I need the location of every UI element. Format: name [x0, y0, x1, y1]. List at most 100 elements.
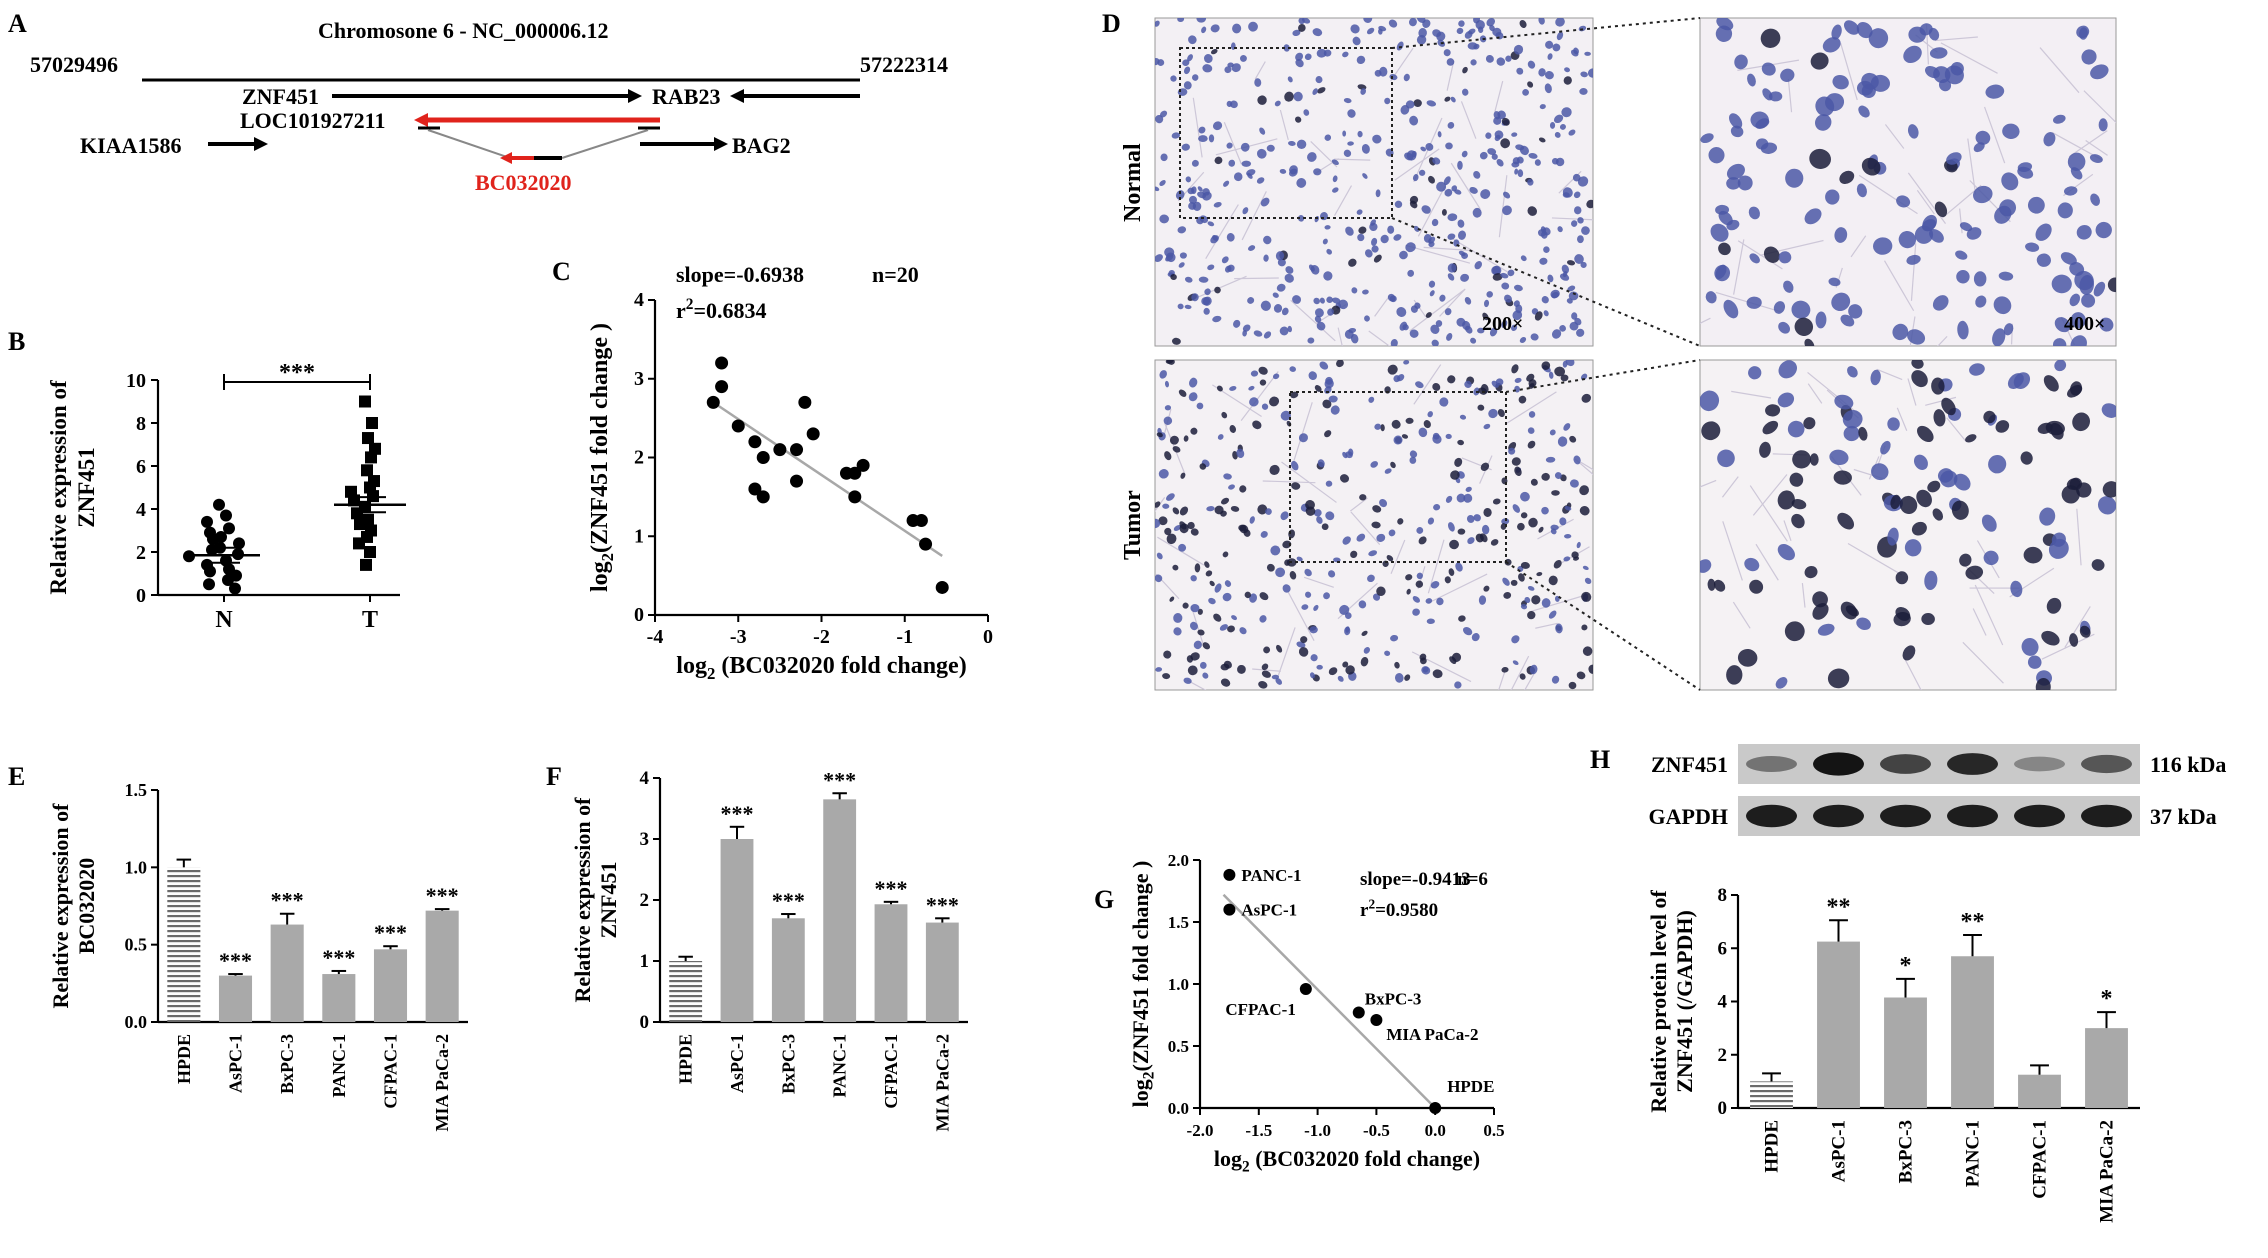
nucleus — [1428, 236, 1436, 244]
fiber — [1254, 61, 1266, 80]
nucleus — [1259, 127, 1266, 135]
nucleus — [1908, 26, 1926, 43]
nucleus — [1444, 576, 1451, 584]
nucleus — [1858, 105, 1870, 118]
fiber — [1241, 191, 1267, 241]
nucleus — [1228, 159, 1236, 167]
annotation: r2=0.9580 — [1360, 896, 1438, 921]
nucleus — [2002, 123, 2020, 139]
nucleus — [1579, 485, 1590, 496]
nucleus — [1328, 395, 1338, 403]
fiber — [1731, 390, 1772, 399]
fiber — [1858, 174, 1918, 215]
nucleus — [2107, 277, 2116, 293]
nucleus — [1222, 551, 1229, 558]
nucleus — [1934, 201, 1948, 218]
nucleus — [1367, 574, 1375, 583]
nucleus — [1896, 195, 1911, 208]
nucleus — [2025, 242, 2040, 252]
fiber — [1883, 260, 1915, 312]
nucleus — [1331, 159, 1339, 166]
fiber — [1884, 124, 1905, 149]
nucleus — [1965, 434, 1977, 443]
nucleus — [1293, 91, 1303, 102]
nucleus — [2003, 323, 2014, 336]
nucleus — [1363, 646, 1371, 654]
nucleus — [1580, 71, 1588, 78]
bar — [1884, 997, 1927, 1108]
nucleus — [1316, 664, 1323, 670]
nucleus — [1700, 390, 1720, 412]
nucleus — [1199, 661, 1207, 669]
nucleus — [1787, 420, 1805, 438]
nucleus — [2101, 403, 2116, 418]
fiber — [1494, 80, 1504, 112]
nucleus — [1474, 261, 1483, 270]
fiber — [1580, 461, 1593, 471]
bar — [2085, 1028, 2128, 1108]
nucleus — [1358, 226, 1367, 234]
nucleus — [1325, 480, 1333, 487]
sig-mark: *** — [772, 888, 805, 913]
fiber — [1937, 335, 1948, 346]
nucleus — [1295, 52, 1304, 61]
fiber — [1234, 277, 1279, 280]
panel-letter: A — [8, 9, 27, 38]
panel-letter: G — [1094, 885, 1114, 914]
nucleus — [1403, 73, 1410, 82]
nucleus — [1351, 287, 1358, 294]
nucleus — [1158, 516, 1168, 526]
nucleus — [1526, 373, 1535, 382]
nucleus — [1513, 284, 1523, 292]
nucleus — [1348, 327, 1357, 334]
gene-label: BAG2 — [732, 133, 791, 158]
x-tick-label: 0.0 — [1425, 1121, 1446, 1140]
fiber — [1962, 641, 2004, 684]
nucleus — [1327, 308, 1334, 316]
nucleus — [1261, 670, 1271, 678]
nucleus — [1822, 37, 1841, 53]
nucleus — [1794, 317, 1814, 336]
nucleus — [1384, 468, 1392, 474]
nucleus — [1256, 177, 1265, 184]
nucleus — [1929, 229, 1944, 243]
nucleus — [1460, 273, 1470, 282]
nucleus — [1321, 523, 1329, 531]
nucleus — [1253, 330, 1263, 337]
nucleus — [2054, 317, 2071, 333]
fiber — [1972, 608, 1987, 636]
gene-label: LOC101927211 — [240, 108, 385, 133]
nucleus — [2079, 625, 2091, 638]
nucleus — [1500, 272, 1509, 279]
nucleus — [1308, 371, 1317, 381]
nucleus — [1760, 142, 1778, 154]
nucleus — [1791, 513, 1805, 529]
nucleus — [1316, 516, 1323, 524]
sig-mark: *** — [374, 920, 407, 945]
fiber — [1240, 371, 1279, 421]
sig-mark: ** — [1827, 894, 1851, 920]
fiber — [1510, 655, 1530, 690]
nucleus — [1502, 191, 1511, 199]
nucleus — [1425, 143, 1434, 151]
data-point — [201, 515, 213, 528]
nucleus — [2046, 597, 2062, 614]
nucleus — [1416, 18, 1426, 23]
nucleus — [1266, 563, 1275, 572]
fiber — [1262, 480, 1316, 484]
nucleus — [1376, 586, 1386, 596]
x-tick-label: AsPC-1 — [727, 1034, 747, 1093]
nucleus — [1840, 314, 1855, 327]
nucleus — [1441, 208, 1447, 216]
nucleus — [1931, 377, 1945, 395]
nucleus — [1577, 235, 1584, 244]
nucleus — [1194, 563, 1201, 573]
nucleus — [1581, 591, 1592, 602]
nucleus — [1295, 116, 1302, 123]
nucleus — [1307, 337, 1315, 344]
nucleus — [2090, 64, 2109, 80]
nucleus — [1296, 178, 1307, 188]
x-tick-label: MIA PaCa-2 — [2097, 1120, 2118, 1223]
nucleus — [1360, 88, 1367, 95]
nucleus — [1539, 104, 1546, 110]
